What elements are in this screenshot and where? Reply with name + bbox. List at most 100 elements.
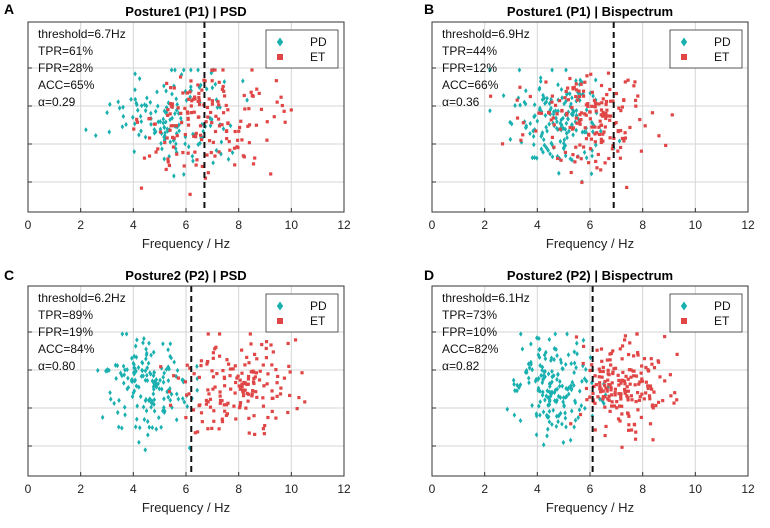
data-point-et: [232, 367, 235, 370]
data-point-pd: [159, 425, 163, 430]
panel-c: C Posture2 (P2) | PSD0 2 4 6 8 10 12Frequency /…: [4, 267, 351, 515]
data-point-et: [206, 115, 209, 118]
data-point-pd: [584, 367, 588, 372]
data-point-et: [172, 145, 175, 148]
stat-annotation: TPR=89%: [38, 308, 93, 322]
data-point-et: [589, 147, 592, 150]
data-point-et: [213, 154, 216, 157]
data-point-pd: [506, 407, 510, 412]
data-point-et: [221, 369, 224, 372]
data-point-pd: [161, 116, 165, 121]
data-point-et: [616, 150, 619, 153]
data-point-et: [223, 403, 226, 406]
data-point-pd: [163, 125, 167, 130]
data-point-pd: [580, 403, 584, 408]
data-point-et: [184, 416, 187, 419]
data-point-pd: [131, 115, 135, 120]
data-point-et: [619, 347, 622, 350]
data-point-et: [601, 140, 604, 143]
data-point-et: [583, 112, 586, 115]
data-point-et: [675, 398, 678, 401]
data-point-et: [610, 393, 613, 396]
data-point-pd: [144, 135, 148, 140]
data-point-pd: [513, 412, 517, 417]
data-point-et: [580, 111, 583, 114]
data-point-pd: [542, 137, 546, 142]
data-point-pd: [126, 376, 130, 381]
data-point-et: [228, 374, 231, 377]
data-point-pd: [94, 133, 98, 138]
data-point-pd: [533, 102, 537, 107]
data-point-et: [250, 68, 253, 71]
data-point-et: [590, 138, 593, 141]
data-point-pd: [512, 378, 516, 383]
data-point-et: [613, 404, 616, 407]
data-point-et: [603, 406, 606, 409]
data-point-et: [634, 400, 637, 403]
data-point-et: [615, 400, 618, 403]
data-point-et: [210, 369, 213, 372]
data-point-et: [569, 422, 572, 425]
data-point-et: [624, 136, 627, 139]
data-point-pd: [162, 156, 166, 161]
data-point-et: [265, 139, 268, 142]
data-point-pd: [205, 86, 209, 91]
data-point-et: [673, 391, 676, 394]
data-point-et: [559, 128, 562, 131]
data-point-et: [611, 381, 614, 384]
data-point-pd: [162, 380, 166, 385]
data-point-et: [200, 88, 203, 91]
data-point-et: [534, 129, 537, 132]
data-point-et: [595, 166, 598, 169]
data-point-et: [193, 372, 196, 375]
data-point-et: [217, 103, 220, 106]
data-point-et: [588, 396, 591, 399]
stat-annotation: threshold=6.1Hz: [442, 291, 530, 305]
data-point-pd: [583, 406, 587, 411]
data-point-et: [177, 106, 180, 109]
data-point-et: [671, 113, 674, 116]
data-point-pd: [134, 343, 138, 348]
data-point-et: [573, 160, 576, 163]
data-point-et: [179, 112, 182, 115]
stat-annotation: α=0.29: [38, 95, 76, 109]
data-point-pd: [539, 373, 543, 378]
data-point-et: [596, 395, 599, 398]
data-point-et: [181, 151, 184, 154]
data-point-et: [582, 362, 585, 365]
data-point-et: [223, 410, 226, 413]
data-point-et: [168, 164, 171, 167]
data-point-et: [601, 376, 604, 379]
data-point-pd: [591, 93, 595, 98]
data-point-et: [266, 416, 269, 419]
data-point-et: [288, 394, 291, 397]
data-point-pd: [195, 388, 199, 393]
data-point-et: [620, 412, 623, 415]
data-point-pd: [156, 104, 160, 109]
data-point-et: [219, 394, 222, 397]
data-point-et: [195, 158, 198, 161]
data-point-et: [175, 153, 178, 156]
x-tick-label: 4: [130, 218, 137, 232]
data-point-et: [657, 401, 660, 404]
data-point-et: [651, 111, 654, 114]
data-point-et: [220, 123, 223, 126]
data-point-et: [195, 163, 198, 166]
figure-canvas: A Posture1 (P1) | PSD0 2 4 6 8 10 12Frequency /…: [0, 0, 770, 528]
data-point-et: [522, 121, 525, 124]
data-point-et: [648, 394, 651, 397]
data-point-et: [580, 181, 583, 184]
legend-marker-et: [277, 54, 283, 60]
data-point-pd: [145, 373, 149, 378]
x-tick-label: 8: [235, 482, 242, 496]
data-point-et: [226, 108, 229, 111]
data-point-et: [169, 86, 172, 89]
data-point-et: [274, 416, 277, 419]
data-point-pd: [167, 378, 171, 383]
data-point-pd: [513, 388, 517, 393]
data-point-et: [586, 102, 589, 105]
data-point-et: [580, 157, 583, 160]
x-tick-label: 8: [235, 218, 242, 232]
data-point-pd: [564, 416, 568, 421]
data-point-et: [169, 404, 172, 407]
